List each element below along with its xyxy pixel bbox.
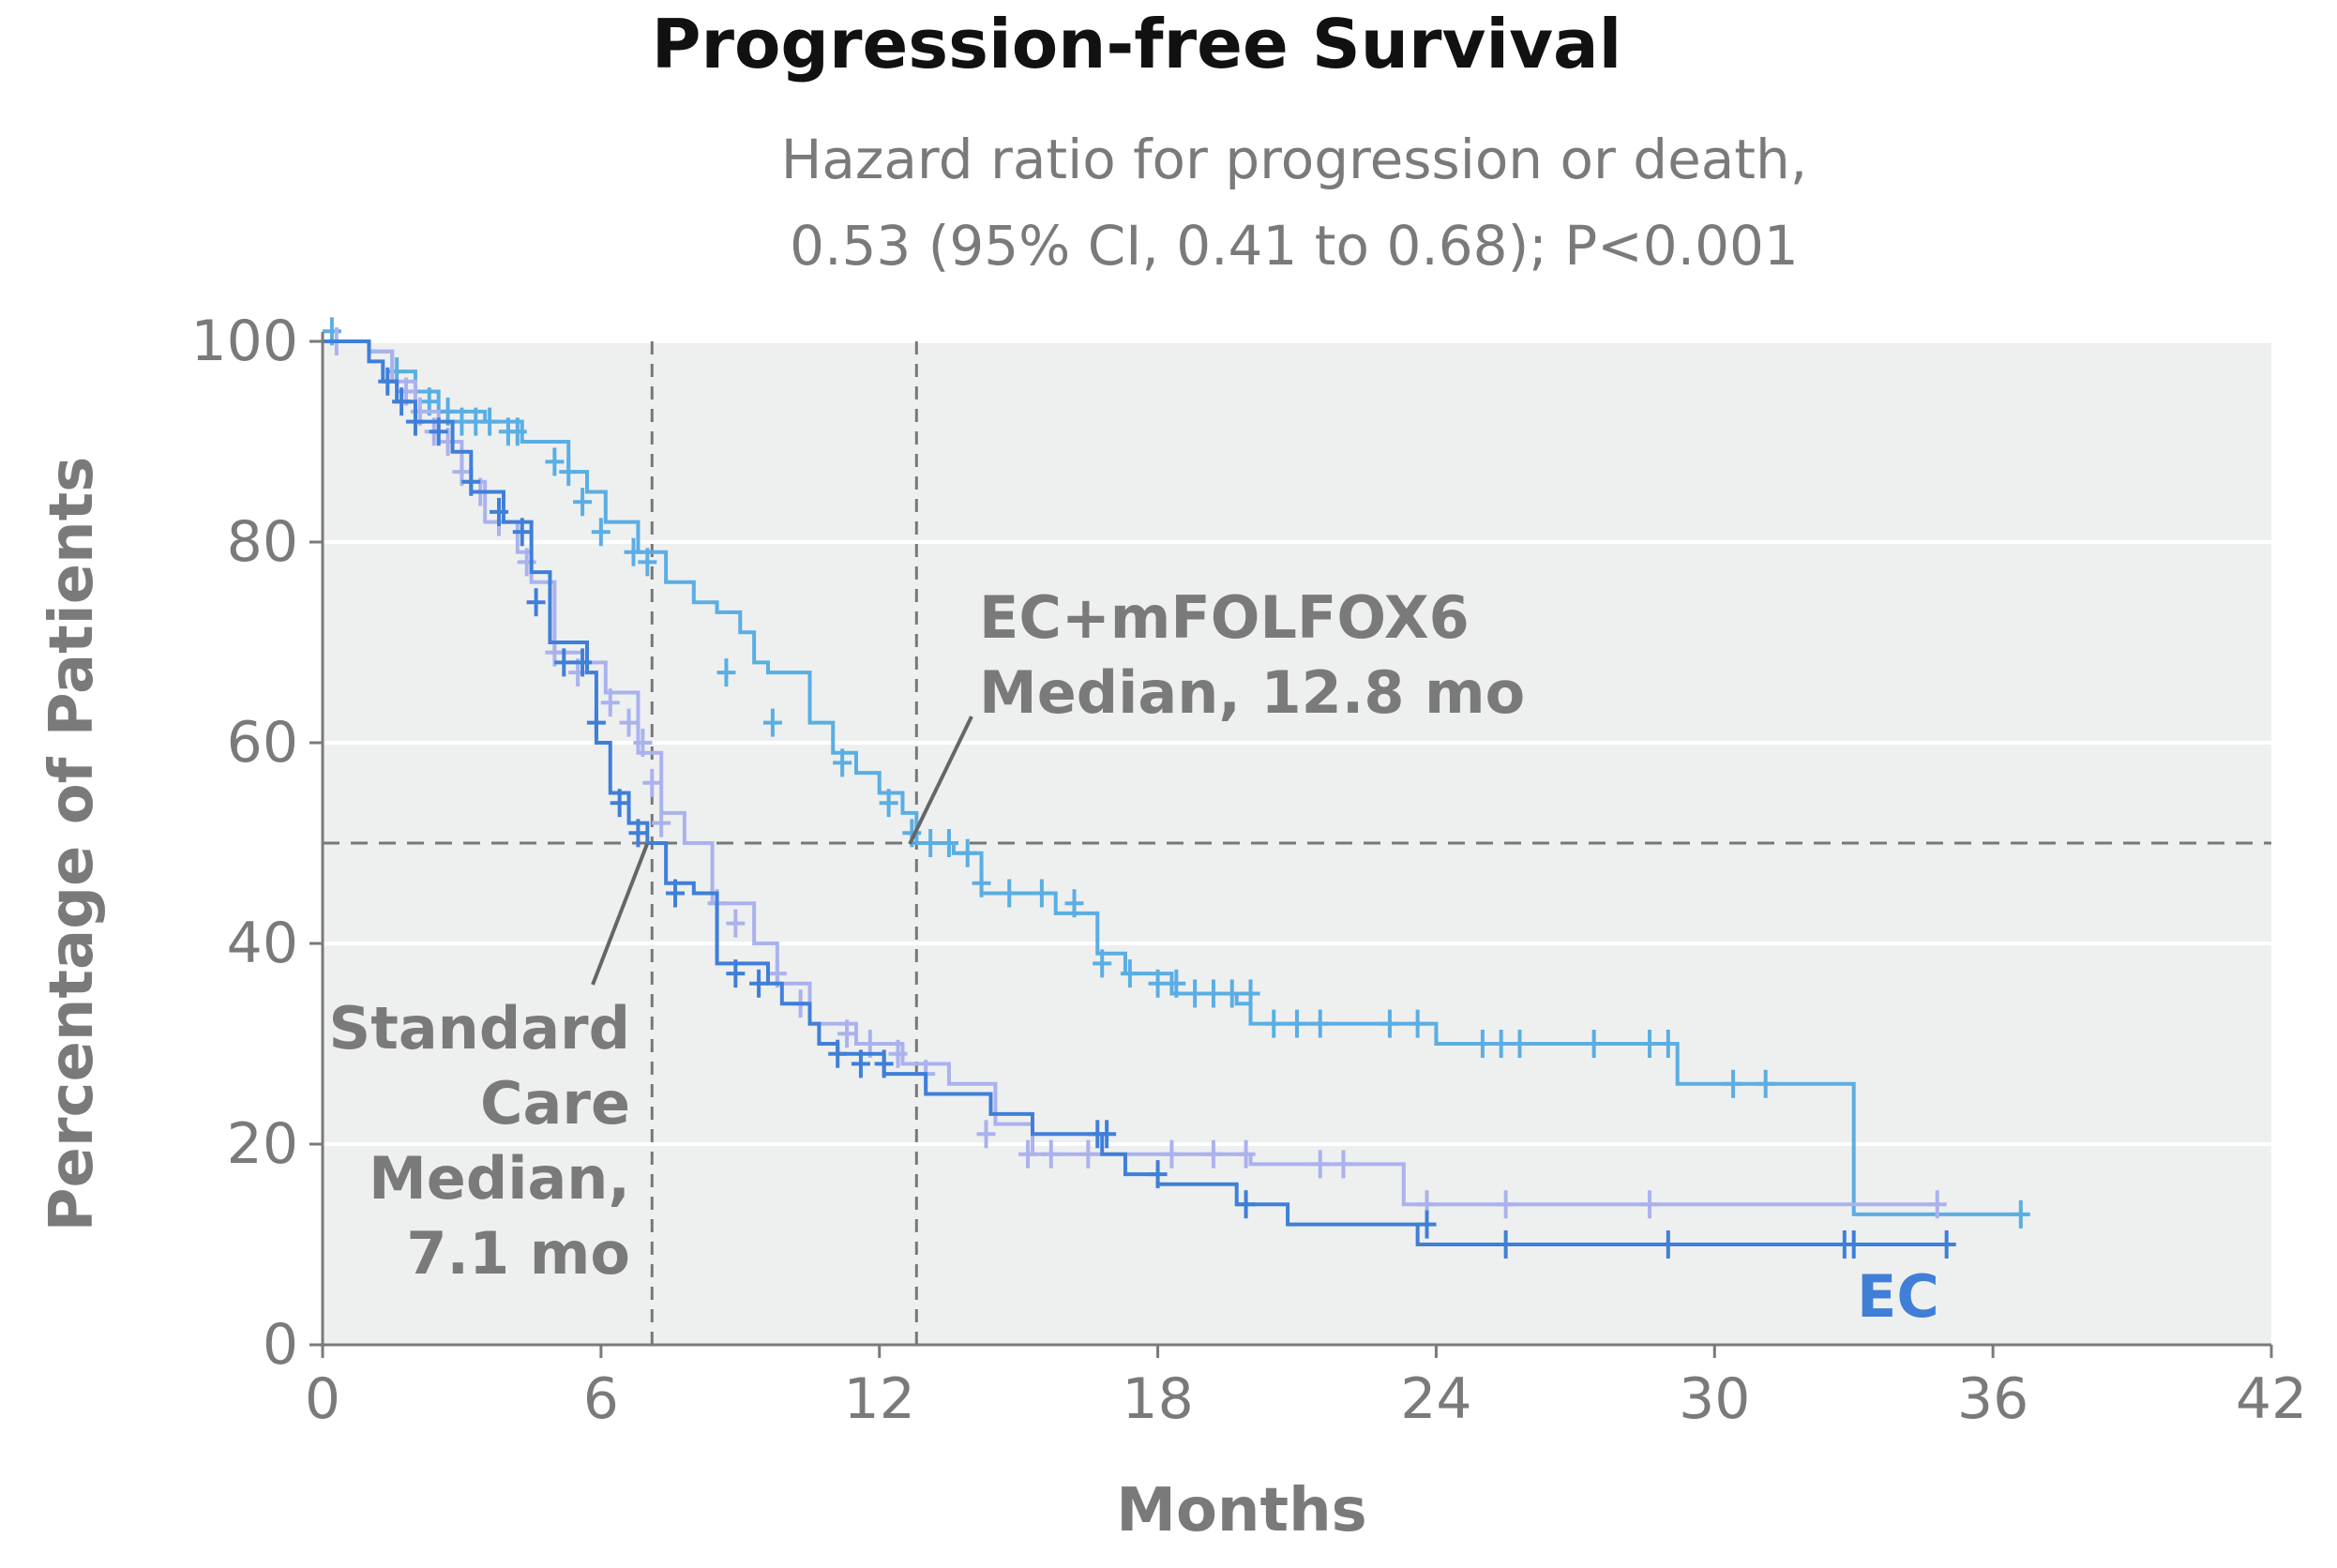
series-ec-mfolfox6 xyxy=(322,317,2030,1229)
chart-subtitle-line1: Hazard ratio for progression or death, xyxy=(781,128,1808,191)
standard-care-label-3: Median, xyxy=(369,1144,630,1213)
x-tick-label: 36 xyxy=(1957,1366,2028,1432)
y-tick-label: 80 xyxy=(227,509,298,575)
standard-care-leader-line xyxy=(591,843,649,986)
x-tick-label: 24 xyxy=(1400,1366,1471,1432)
y-tick-label: 20 xyxy=(227,1111,298,1177)
series-ec xyxy=(323,339,1956,1259)
curve-ec xyxy=(323,339,1956,1246)
standard-care-annotation: Standard Care Median, 7.1 mo xyxy=(329,843,649,1288)
x-tick-label: 6 xyxy=(583,1366,619,1432)
y-tick-label: 100 xyxy=(190,309,298,374)
survival-curves xyxy=(322,317,2030,1259)
y-tick-label: 0 xyxy=(263,1312,298,1378)
x-tick-label: 30 xyxy=(1679,1366,1750,1432)
chart-subtitle-line2: 0.53 (95% CI, 0.41 to 0.68); P<0.001 xyxy=(790,214,1799,278)
standard-care-label-2: Care xyxy=(480,1069,630,1138)
curve-ec-mfolfox6 xyxy=(323,339,2021,1216)
x-axis-label: Months xyxy=(1116,1476,1366,1545)
ec-mfolfox6-label: EC+mFOLFOX6 xyxy=(979,583,1470,652)
standard-care-label-1: Standard xyxy=(329,994,630,1063)
x-tick-label: 12 xyxy=(844,1366,915,1432)
y-tick-label: 60 xyxy=(227,710,298,776)
ec-mfolfox6-leader-line xyxy=(908,716,973,845)
y-axis-label: Percentage of Patients xyxy=(38,457,107,1232)
x-tick-label: 42 xyxy=(2236,1366,2307,1432)
ec-mfolfox6-annotation: EC+mFOLFOX6 Median, 12.8 mo xyxy=(908,583,1525,845)
ec-series-label: EC xyxy=(1857,1262,1939,1331)
ec-mfolfox6-median-label: Median, 12.8 mo xyxy=(979,658,1525,727)
y-tick-label: 40 xyxy=(227,911,298,976)
standard-care-label-4: 7.1 mo xyxy=(406,1219,630,1288)
axes: 0 20 40 60 80 100 0 6 12 18 24 30 36 42 xyxy=(190,309,2307,1432)
x-tick-label: 18 xyxy=(1122,1366,1193,1432)
x-tick-label: 0 xyxy=(305,1366,340,1432)
chart-title: Progression-free Survival xyxy=(652,5,1622,83)
